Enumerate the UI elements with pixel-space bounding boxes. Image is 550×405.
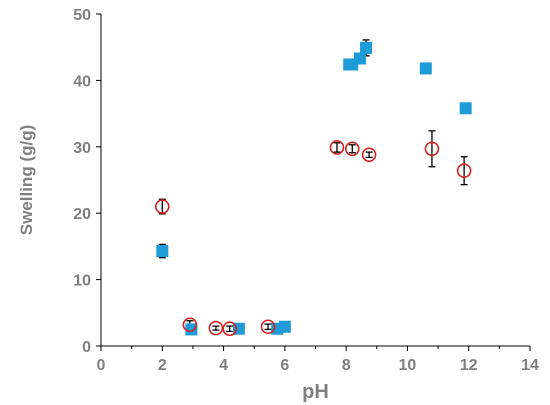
circle-marker xyxy=(456,163,472,179)
error-bars xyxy=(158,39,468,333)
circle-marker xyxy=(260,319,276,335)
square-marker xyxy=(353,52,366,65)
x-tick-label: 2 xyxy=(158,357,167,374)
x-tick-label: 6 xyxy=(280,357,289,374)
circle-marker xyxy=(424,141,440,157)
x-tick-label: 10 xyxy=(399,357,417,374)
circle-marker xyxy=(222,321,237,337)
data-markers xyxy=(154,41,472,337)
circle-marker xyxy=(329,140,345,155)
x-tick-label: 12 xyxy=(460,357,478,374)
x-tick-label: 4 xyxy=(219,357,228,374)
circle-marker xyxy=(361,147,377,163)
circle-marker xyxy=(182,317,198,333)
square-marker xyxy=(185,323,198,336)
y-tick-label: 0 xyxy=(82,339,91,356)
y-axis-title: Swelling (g/g) xyxy=(17,125,36,236)
y-tick-label: 20 xyxy=(73,206,91,223)
axes: 0 2 4 6 8 10 12 14 0 10 20 30 40 50 xyxy=(73,7,539,374)
y-tick-label: 10 xyxy=(73,273,91,290)
x-tick-label: 8 xyxy=(342,357,351,374)
square-marker xyxy=(360,41,373,54)
circle-marker xyxy=(344,141,360,157)
square-marker xyxy=(459,102,472,115)
circle-marker xyxy=(208,320,224,336)
y-tick-label: 40 xyxy=(73,73,91,90)
x-axis-title: pH xyxy=(302,381,329,403)
y-tick-label: 30 xyxy=(73,140,91,157)
square-marker xyxy=(156,245,169,258)
circle-marker xyxy=(154,199,170,214)
square-marker xyxy=(278,320,291,333)
x-tick-label: 14 xyxy=(521,357,539,374)
x-tick-label: 0 xyxy=(97,357,106,374)
square-marker xyxy=(419,62,432,75)
y-tick-label: 50 xyxy=(73,7,91,24)
